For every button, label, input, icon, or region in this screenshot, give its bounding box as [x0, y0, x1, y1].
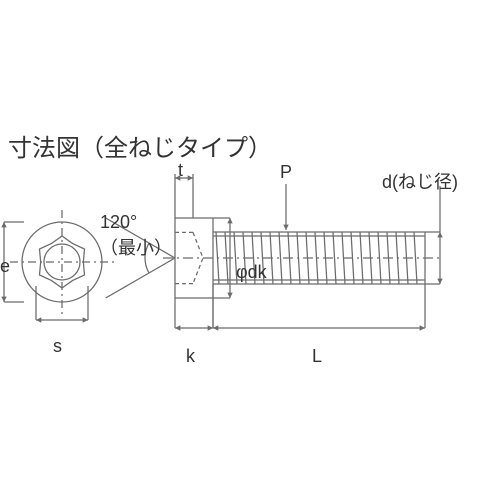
label-e: e [0, 256, 10, 277]
label-L: L [312, 346, 322, 367]
label-t: t [178, 160, 183, 181]
label-phidk: φdk [236, 262, 267, 283]
label-P: P [280, 162, 292, 183]
technical-diagram [0, 0, 500, 500]
label-d: d(ねじ径) [382, 168, 458, 194]
label-k: k [186, 346, 195, 367]
diagram-title: 寸法図（全ねじタイプ） [8, 128, 272, 163]
label-angle: 120° [100, 212, 137, 233]
label-angle-min: （最小） [100, 234, 172, 260]
label-s: s [53, 336, 62, 357]
